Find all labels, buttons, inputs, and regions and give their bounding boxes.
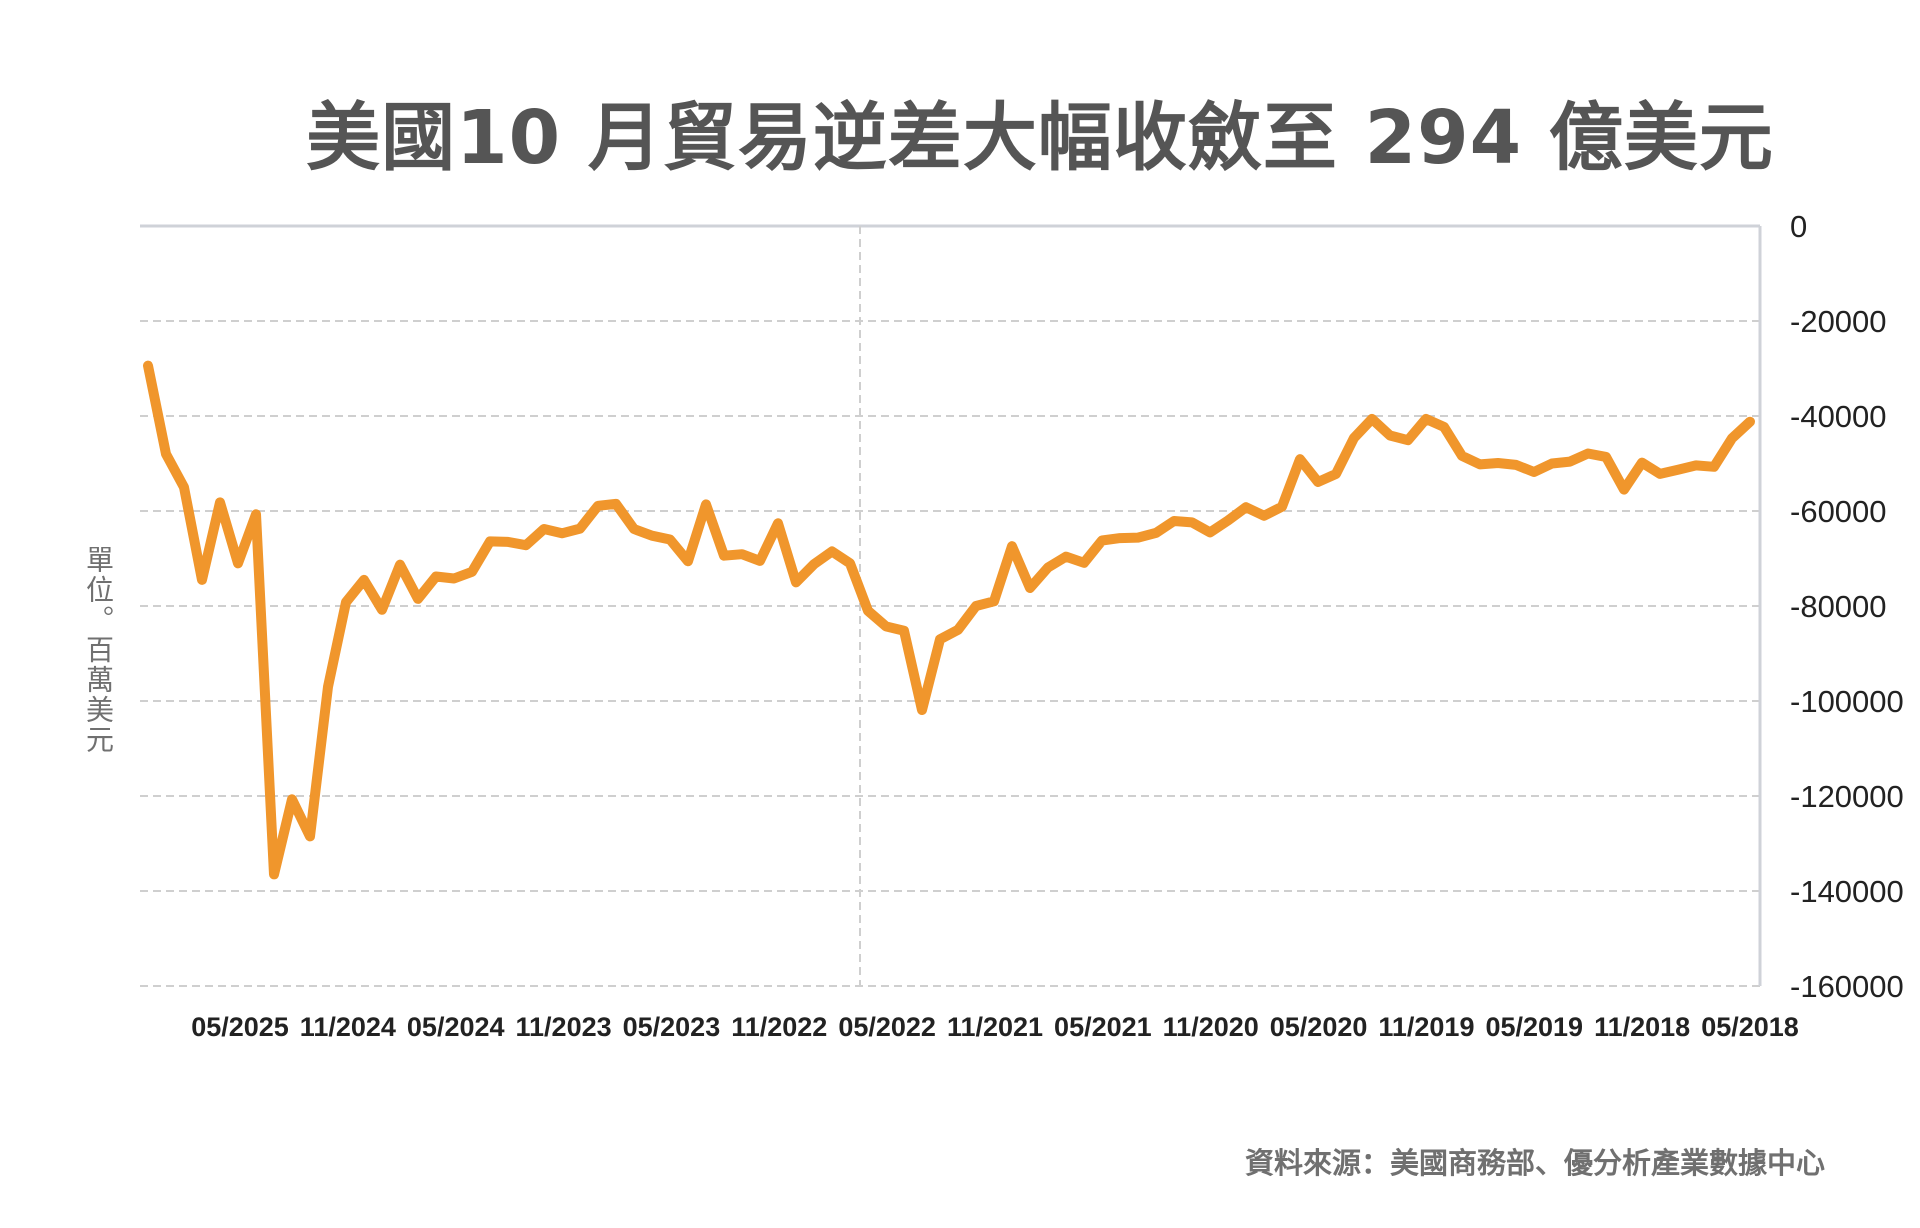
- x-tick-label: 11/2018: [1594, 1012, 1690, 1042]
- chart-title: 美國10 月貿易逆差大幅收斂至 294 億美元: [306, 95, 1774, 181]
- axes: [859, 226, 1762, 986]
- x-tick-label: 05/2022: [838, 1012, 936, 1042]
- x-tick-label: 05/2025: [191, 1012, 289, 1042]
- x-tick-label: 05/2024: [407, 1012, 505, 1042]
- y-tick-label: -20000: [1790, 304, 1887, 339]
- y-axis-label: 單位。百萬美元: [82, 545, 115, 755]
- x-tick-labels: 05/2025 11/2024 05/2024 11/2023 05/2023 11/20…: [191, 1012, 1799, 1042]
- y-tick-label: -60000: [1790, 494, 1887, 529]
- y-tick-labels: 0 -20000 -40000 -60000 -80000 -100000 -120000 -…: [1790, 209, 1904, 1004]
- x-tick-label: 05/2019: [1485, 1012, 1583, 1042]
- x-tick-label: 11/2020: [1163, 1012, 1259, 1042]
- x-tick-label: 11/2019: [1378, 1012, 1474, 1042]
- x-tick-label: 05/2020: [1270, 1012, 1368, 1042]
- x-tick-label: 05/2018: [1701, 1012, 1799, 1042]
- y-tick-label: -80000: [1790, 589, 1887, 624]
- y-tick-label: -40000: [1790, 399, 1887, 434]
- y-tick-label: -120000: [1790, 779, 1904, 814]
- series-layer: [143, 360, 1755, 880]
- y-tick-label: -160000: [1790, 969, 1904, 1004]
- grid-lines: [140, 224, 1760, 987]
- source-note: 資料來源：美國商務部、優分析產業數據中心: [1244, 1146, 1825, 1180]
- x-tick-label: 05/2021: [1054, 1012, 1152, 1042]
- y-tick-label: -100000: [1790, 684, 1904, 719]
- series-line: [143, 360, 1755, 880]
- y-tick-label: -140000: [1790, 874, 1904, 909]
- x-tick-label: 11/2024: [300, 1012, 396, 1042]
- y-tick-label: 0: [1790, 209, 1807, 244]
- x-tick-label: 11/2022: [731, 1012, 827, 1042]
- x-tick-label: 05/2023: [623, 1012, 721, 1042]
- x-tick-label: 11/2023: [516, 1012, 612, 1042]
- x-tick-label: 11/2021: [947, 1012, 1043, 1042]
